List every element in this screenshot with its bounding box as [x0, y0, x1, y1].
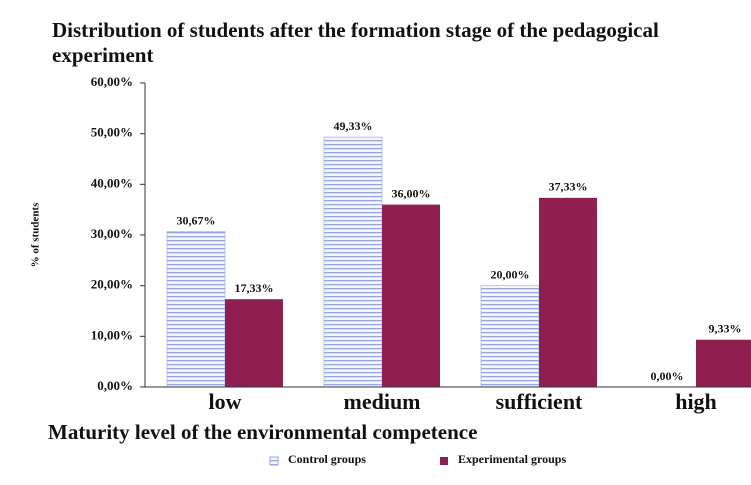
- bar: [696, 339, 751, 387]
- bar: [323, 136, 383, 388]
- legend-label: Experimental groups: [458, 452, 566, 466]
- value-label: 37,33%: [549, 180, 588, 194]
- bar: [539, 197, 597, 387]
- y-tick-label: 30,00%: [91, 226, 133, 241]
- value-label: 17,33%: [235, 281, 274, 295]
- legend-swatch: [440, 457, 448, 465]
- value-label: 36,00%: [392, 186, 431, 200]
- y-tick-label: 20,00%: [91, 277, 133, 292]
- y-tick-label: 10,00%: [91, 327, 133, 342]
- value-label: 49,33%: [334, 119, 373, 133]
- y-tick-label: 0,00%: [97, 378, 133, 393]
- bar: [225, 299, 283, 387]
- x-axis-label: Maturity level of the environmental comp…: [48, 420, 477, 444]
- x-tick-label: high: [675, 389, 717, 414]
- x-tick-label: medium: [344, 389, 421, 414]
- x-tick-label: sufficient: [496, 389, 583, 414]
- legend-swatch: [269, 456, 279, 466]
- y-axis-label: % of students: [30, 202, 42, 268]
- value-label: 20,00%: [491, 267, 530, 281]
- value-label: 0,00%: [651, 369, 684, 383]
- value-label: 30,67%: [177, 213, 216, 227]
- y-tick-label: 60,00%: [91, 74, 133, 89]
- bar: [166, 231, 226, 388]
- x-tick-label: low: [209, 389, 242, 414]
- y-tick-label: 40,00%: [91, 175, 133, 190]
- y-tick-label: 50,00%: [91, 125, 133, 140]
- bar: [480, 285, 540, 388]
- value-label: 9,33%: [709, 321, 742, 335]
- chart-title: Distribution of students after the forma…: [52, 18, 659, 67]
- bar: [382, 204, 440, 387]
- legend-label: Control groups: [288, 452, 366, 466]
